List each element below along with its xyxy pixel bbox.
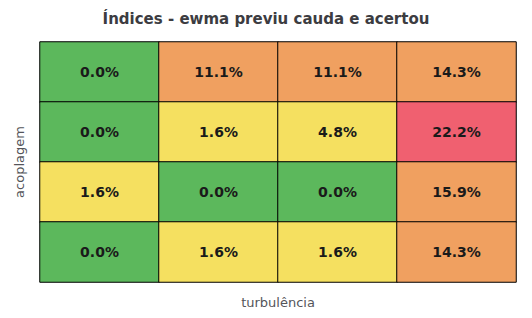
svg-text:1.6%: 1.6% [199,244,238,260]
svg-text:turbulência: turbulência [241,295,315,310]
svg-text:4.8%: 4.8% [318,124,357,140]
svg-text:22.2%: 22.2% [432,124,481,140]
svg-text:Índices - ewma previu cauda e: Índices - ewma previu cauda e acertou [103,9,430,28]
svg-text:acoplagem: acoplagem [12,126,27,198]
svg-text:1.6%: 1.6% [318,244,357,260]
svg-text:15.9%: 15.9% [432,184,481,200]
svg-text:0.0%: 0.0% [199,184,238,200]
svg-text:1.6%: 1.6% [199,124,238,140]
svg-text:14.3%: 14.3% [432,64,481,80]
svg-text:1.6%: 1.6% [80,184,119,200]
svg-text:14.3%: 14.3% [432,244,481,260]
svg-text:11.1%: 11.1% [313,64,362,80]
svg-text:0.0%: 0.0% [80,124,119,140]
svg-text:11.1%: 11.1% [194,64,243,80]
svg-text:0.0%: 0.0% [80,244,119,260]
svg-text:0.0%: 0.0% [318,184,357,200]
svg-text:0.0%: 0.0% [80,64,119,80]
